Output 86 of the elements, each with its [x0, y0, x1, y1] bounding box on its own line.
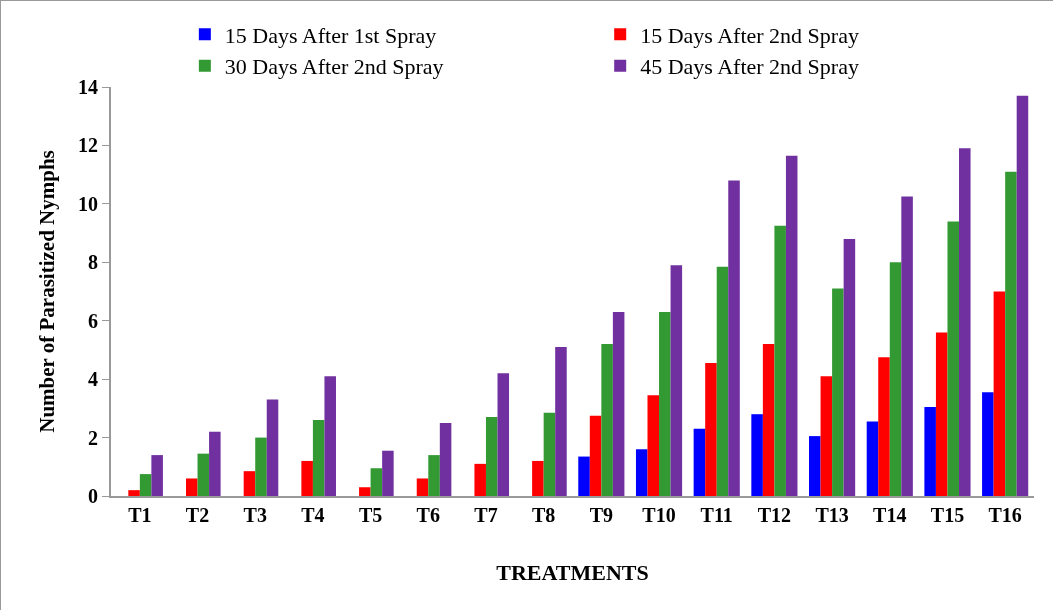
x-tick-label: T10 — [642, 504, 676, 526]
x-tick-label: T3 — [243, 504, 267, 526]
bar — [359, 487, 371, 496]
x-tick-label: T8 — [531, 504, 556, 526]
bar — [266, 399, 279, 496]
legend-label: 45 Days After 2nd Spray — [640, 54, 859, 80]
bar — [324, 376, 336, 496]
bar — [993, 291, 1006, 496]
bar — [474, 463, 486, 496]
bar — [935, 332, 948, 496]
bar — [728, 180, 740, 496]
y-tick-label: 0 — [88, 485, 98, 507]
bar — [843, 238, 856, 496]
x-axis-title: TREATMENTS — [496, 560, 649, 586]
bar — [485, 417, 498, 496]
y-tick-label: 8 — [88, 251, 98, 274]
bar — [832, 288, 844, 496]
x-tick-label: T5 — [358, 504, 383, 526]
bar — [705, 363, 717, 496]
x-tick-label: T6 — [416, 504, 440, 526]
bar — [255, 437, 267, 496]
bar — [693, 428, 706, 496]
bar — [601, 344, 613, 496]
bar — [647, 395, 660, 496]
x-tick-label: T4 — [301, 504, 325, 526]
bar — [947, 221, 960, 496]
bar — [878, 357, 890, 496]
bar — [382, 450, 394, 496]
x-tick-label: T1 — [128, 504, 152, 526]
bar — [543, 412, 556, 496]
x-tick-label: T12 — [757, 504, 792, 526]
bar — [128, 490, 140, 496]
bar — [439, 422, 452, 496]
bar — [901, 196, 913, 496]
y-tick-label: 10 — [78, 192, 98, 215]
bar — [1005, 171, 1017, 496]
bar — [301, 460, 313, 496]
bar — [139, 474, 152, 496]
legend-label: 30 Days After 2nd Spray — [224, 54, 444, 80]
bar — [716, 266, 729, 496]
bar — [635, 449, 648, 496]
bar — [1016, 95, 1029, 496]
bar — [982, 392, 994, 496]
y-tick-label: 2 — [88, 426, 98, 449]
bar — [416, 478, 429, 496]
bar — [555, 347, 567, 496]
bar — [612, 311, 625, 496]
bar — [428, 455, 440, 496]
bar — [312, 420, 325, 496]
bar — [774, 225, 786, 496]
bar — [589, 415, 602, 496]
bar — [809, 436, 821, 496]
bar — [785, 155, 798, 496]
bar — [370, 468, 383, 496]
x-tick-label: T15 — [930, 504, 965, 526]
bar — [820, 376, 833, 496]
legend-label: 15 Days After 2nd Spray — [640, 22, 859, 48]
bar — [866, 421, 879, 496]
bar — [578, 456, 590, 496]
y-axis-title: Number of Parasitized Nymphs — [34, 150, 59, 433]
bar — [209, 431, 221, 496]
bar — [924, 406, 936, 496]
bar — [197, 453, 210, 496]
bar — [889, 262, 902, 496]
y-tick-label: 14 — [78, 76, 98, 98]
x-tick-label: T9 — [589, 504, 614, 526]
legend-label: 15 Days After 1st Spray — [224, 22, 437, 48]
bar — [243, 471, 256, 496]
bar — [151, 455, 163, 496]
y-tick-label: 12 — [78, 134, 98, 157]
y-tick-label: 4 — [88, 368, 98, 391]
bar — [659, 311, 671, 496]
bar — [532, 460, 544, 496]
bar — [670, 265, 683, 496]
bar — [751, 414, 763, 496]
x-tick-label: T11 — [700, 504, 733, 526]
bar — [959, 148, 971, 496]
x-tick-label: T14 — [873, 504, 907, 526]
x-tick-label: T7 — [474, 504, 498, 526]
y-tick-label: 6 — [88, 309, 98, 332]
bar — [762, 344, 775, 496]
x-tick-label: T2 — [185, 504, 210, 526]
x-tick-label: T16 — [988, 504, 1022, 526]
bar — [185, 478, 198, 496]
bar — [497, 373, 510, 496]
x-tick-label: T13 — [815, 504, 849, 526]
